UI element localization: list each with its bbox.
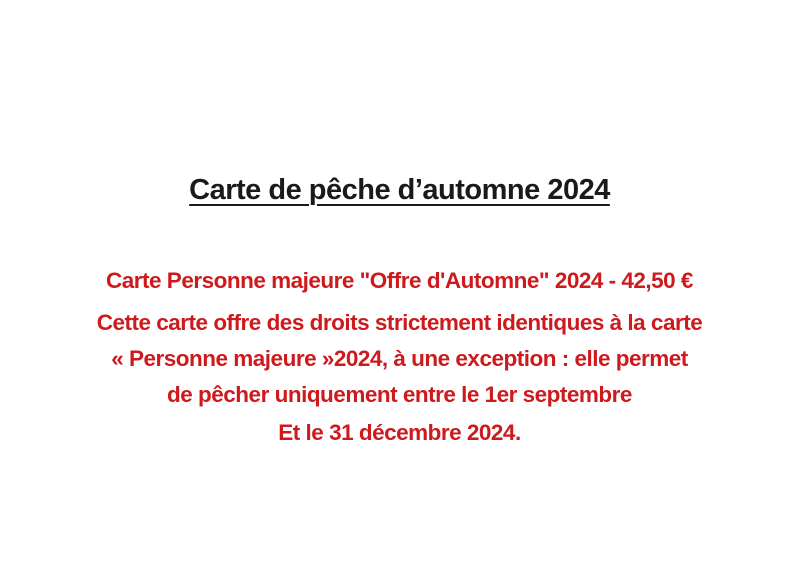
offer-price-line: Carte Personne majeure "Offre d'Automne"… [106,268,693,293]
document-title: Carte de pêche d’automne 2024 [189,174,610,206]
description-line-2: « Personne majeure »2024, à une exceptio… [111,346,688,371]
description-line-1: Cette carte offre des droits strictement… [96,310,703,335]
description-line-3: de pêcher uniquement entre le 1er septem… [167,382,632,407]
closing-date-line: Et le 31 décembre 2024. [278,420,521,445]
